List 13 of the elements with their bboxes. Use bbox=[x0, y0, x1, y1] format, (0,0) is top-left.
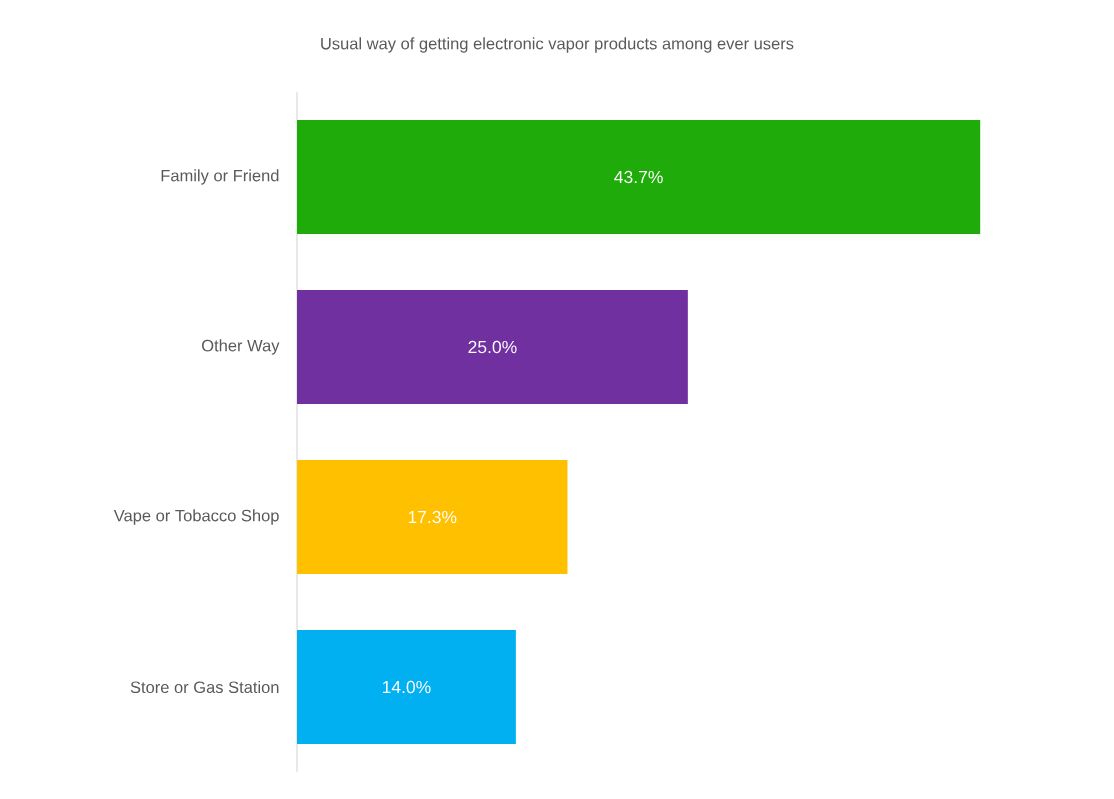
data-label: 14.0% bbox=[382, 680, 431, 694]
bar bbox=[297, 290, 688, 404]
y-tick-label: Store or Gas Station bbox=[130, 680, 279, 694]
y-tick-label: Vape or Tobacco Shop bbox=[113, 509, 279, 525]
chart-title: Usual way of getting electronic vapor products among ever users bbox=[321, 37, 794, 53]
data-label: 25.0% bbox=[468, 340, 517, 354]
y-tick-label: Family or Friend bbox=[161, 169, 279, 185]
y-tick-label: Other Way bbox=[202, 339, 280, 355]
bar bbox=[297, 120, 981, 234]
bar bbox=[297, 460, 568, 575]
data-label: 17.3% bbox=[408, 510, 457, 524]
bar bbox=[297, 630, 516, 745]
data-label: 43.7% bbox=[614, 170, 663, 184]
